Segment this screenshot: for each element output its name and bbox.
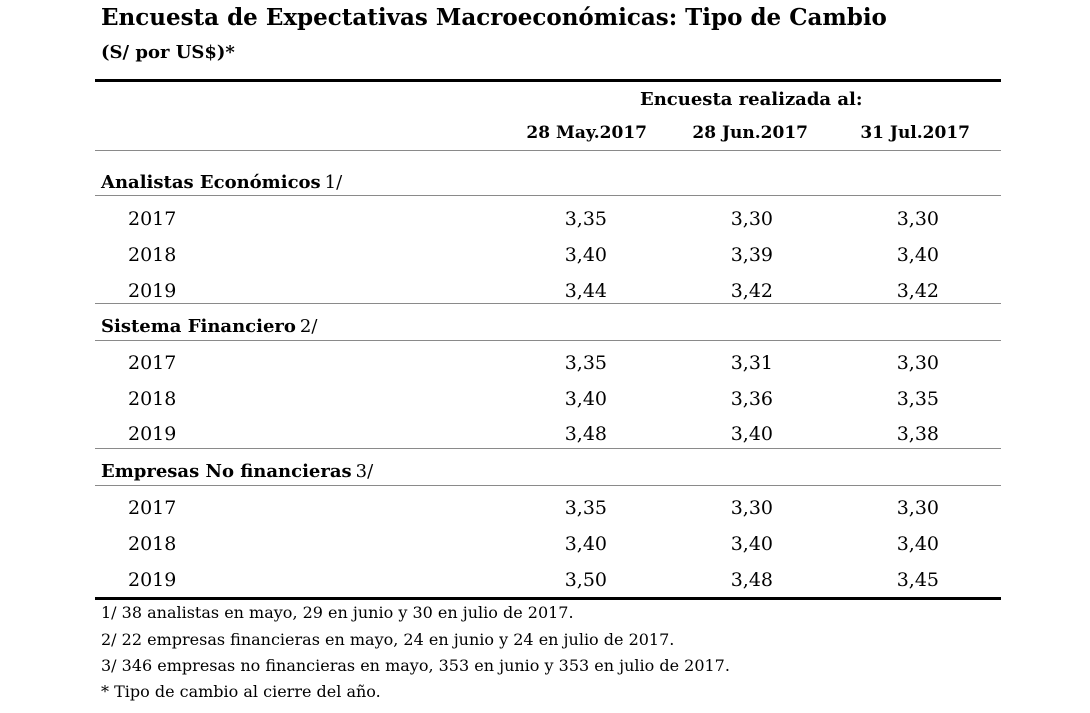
cell-value: 3,38: [896, 423, 939, 445]
row-year: 2017: [128, 352, 177, 374]
footnote: 2/ 22 empresas financieras en mayo, 24 e…: [101, 630, 675, 649]
cell-value: 3,42: [730, 280, 773, 302]
cell-value: 3,35: [896, 388, 939, 410]
cell-value: 3,35: [564, 352, 607, 374]
group-rule: [95, 195, 1001, 196]
cell-value: 3,48: [730, 569, 773, 591]
group-rule: [95, 448, 1001, 449]
cell-value: 3,50: [564, 569, 607, 591]
group-label-text: Empresas No financieras: [101, 461, 352, 482]
row-year: 2017: [128, 208, 177, 230]
cell-value: 3,42: [896, 280, 939, 302]
bottom-rule: [95, 597, 1001, 600]
cell-value: 3,30: [730, 208, 773, 230]
cell-value: 3,45: [896, 569, 939, 591]
group-label-text: Analistas Económicos: [101, 172, 321, 193]
group-note: 3/: [355, 461, 374, 482]
cell-value: 3,40: [730, 423, 773, 445]
column-header-jun: 28 Jun.2017: [692, 123, 808, 143]
footnote: * Tipo de cambio al cierre del año.: [101, 682, 381, 701]
group-rule: [95, 303, 1001, 304]
cell-value: 3,31: [730, 352, 773, 374]
cell-value: 3,40: [896, 244, 939, 266]
group-label-text: Sistema Financiero: [101, 316, 296, 337]
cell-value: 3,30: [896, 497, 939, 519]
survey-date-header: Encuesta realizada al:: [640, 89, 863, 110]
cell-value: 3,40: [564, 533, 607, 555]
cell-value: 3,44: [564, 280, 607, 302]
unit-subtitle: (S/ por US$)*: [101, 42, 235, 63]
group-note: 2/: [299, 316, 318, 337]
cell-value: 3,40: [730, 533, 773, 555]
row-year: 2017: [128, 497, 177, 519]
group-label-empresas-no-financieras: Empresas No financieras 3/: [101, 461, 373, 482]
row-year: 2019: [128, 569, 177, 591]
cell-value: 3,30: [896, 352, 939, 374]
footnote: 3/ 346 empresas no financieras en mayo, …: [101, 656, 730, 675]
table-title: Encuesta de Expectativas Macroeconómicas…: [101, 4, 887, 31]
column-header-may: 28 May.2017: [526, 123, 647, 143]
cell-value: 3,35: [564, 208, 607, 230]
row-year: 2018: [128, 533, 177, 555]
cell-value: 3,48: [564, 423, 607, 445]
header-rule: [95, 150, 1001, 151]
cell-value: 3,40: [896, 533, 939, 555]
row-year: 2019: [128, 423, 177, 445]
cell-value: 3,35: [564, 497, 607, 519]
cell-value: 3,39: [730, 244, 773, 266]
top-rule: [95, 79, 1001, 82]
group-rule: [95, 340, 1001, 341]
group-label-sistema-financiero: Sistema Financiero 2/: [101, 316, 317, 337]
cell-value: 3,30: [896, 208, 939, 230]
row-year: 2018: [128, 388, 177, 410]
column-header-jul: 31 Jul.2017: [860, 123, 970, 143]
cell-value: 3,30: [730, 497, 773, 519]
cell-value: 3,40: [564, 388, 607, 410]
row-year: 2019: [128, 280, 177, 302]
row-year: 2018: [128, 244, 177, 266]
group-note: 1/: [324, 172, 343, 193]
cell-value: 3,36: [730, 388, 773, 410]
cell-value: 3,40: [564, 244, 607, 266]
group-label-analistas: Analistas Económicos 1/: [101, 172, 342, 193]
group-rule: [95, 485, 1001, 486]
footnote: 1/ 38 analistas en mayo, 29 en junio y 3…: [101, 603, 574, 622]
